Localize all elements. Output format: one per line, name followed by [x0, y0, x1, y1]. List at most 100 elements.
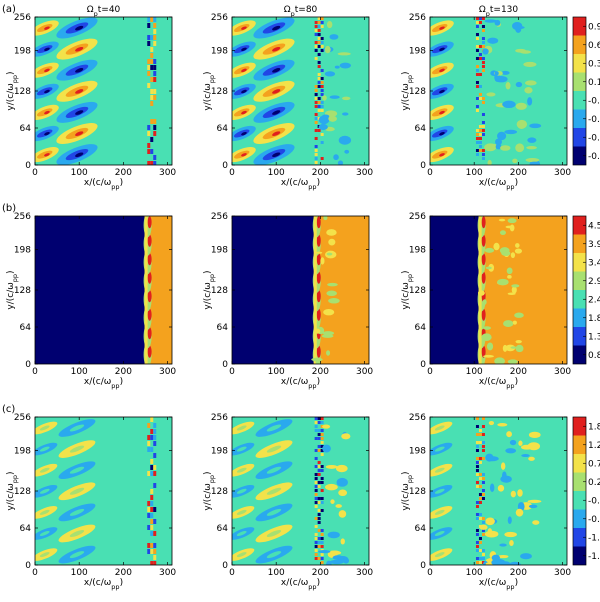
eddy-core [75, 152, 84, 158]
colorbar-tick-label: 0.39 [588, 59, 600, 69]
eddy-core [44, 89, 50, 94]
colorbar-segment [573, 216, 586, 235]
turbulence-patch [528, 431, 541, 438]
shock-cell [478, 133, 482, 136]
shock-cell [150, 543, 154, 548]
shock-cell [153, 549, 157, 554]
y-tick-label: 64 [415, 524, 427, 534]
eddy-mid [69, 424, 85, 432]
shock-cell [150, 489, 154, 494]
shock-front [144, 216, 148, 364]
shock-peak [316, 216, 321, 229]
shock-cell [320, 429, 324, 432]
density-patch [326, 252, 333, 256]
density-patch [477, 290, 485, 296]
shock-cell [320, 17, 324, 20]
eddy-core [75, 89, 84, 94]
shock-cell [317, 449, 321, 452]
shock-cell [314, 45, 318, 48]
shock-cell [314, 465, 318, 468]
turbulence-patch [529, 161, 539, 165]
turbulence-patch [487, 159, 492, 165]
shock-cell [481, 57, 485, 60]
turbulence-patch [525, 80, 537, 86]
eddy-core [44, 131, 50, 136]
density-patch [326, 290, 337, 296]
shock-cell [314, 97, 318, 100]
shock-cell [153, 71, 157, 76]
turbulence-patch [523, 61, 537, 67]
row-label: (b) [2, 203, 16, 214]
colorbar-tick-label: -1.29 [588, 533, 600, 543]
plot-area [232, 417, 369, 565]
shock-cell [314, 161, 318, 164]
turbulence-patch [488, 420, 495, 426]
y-tick-label: 256 [409, 13, 426, 23]
shock-cell [475, 505, 479, 508]
x-tick-label: 200 [115, 367, 132, 377]
turbulence-patch [332, 555, 344, 560]
shock-cell [475, 45, 479, 48]
turbulence-patch [527, 442, 541, 451]
turbulence-patch [512, 22, 523, 31]
x-axis-label: x/(c/ωpp) [281, 377, 320, 390]
heatmap-panel: 0 100 200 300 0 64 128 198 256 x/(c/ωpp) y/(c/ωpp) [203, 413, 373, 591]
shock-peak [147, 271, 152, 284]
x-tick-label: 200 [312, 367, 329, 377]
shock-cell [147, 59, 151, 64]
turbulence-patch [486, 92, 496, 97]
shock-peak [147, 327, 152, 340]
colorbar-frame [572, 215, 587, 365]
turbulence-patch [500, 145, 511, 151]
turbulence-patch [504, 531, 517, 538]
shock-cell [320, 441, 324, 444]
plot-area [232, 216, 369, 364]
shock-cell [478, 45, 482, 48]
shock-cell [314, 49, 318, 52]
shock-cell [475, 17, 479, 20]
eddy-mid [39, 488, 50, 494]
shock-front [478, 216, 482, 364]
shock-cell [481, 149, 485, 152]
shock-cell [150, 65, 154, 70]
eddy-core [439, 131, 445, 136]
shock-cell [150, 417, 154, 422]
shock-cell [475, 57, 479, 60]
y-tick-label: 64 [20, 124, 32, 134]
shock-cell [314, 117, 318, 120]
shock-cell [481, 41, 485, 44]
colorbar-segment [573, 128, 586, 147]
turbulence-patch [494, 75, 508, 83]
shock-cell [320, 437, 324, 440]
shock-cell [481, 37, 485, 40]
shock-cell [150, 17, 154, 22]
turbulence-patch [491, 554, 501, 561]
shock-cell [153, 41, 157, 46]
eddy-mid [236, 552, 247, 558]
shock-cell [317, 17, 321, 20]
density-patch [484, 247, 495, 253]
x-axis-label: x/(c/ωpp) [84, 178, 123, 191]
eddy-core [272, 152, 281, 158]
shock-cell [317, 73, 321, 76]
heatmap-panel: 0 100 200 300 0 64 128 198 256 x/(c/ωpp) y/(c/ωpp) [401, 413, 571, 591]
y-tick-label: 128 [211, 286, 228, 296]
shock-cell [475, 473, 479, 476]
shock-peak [481, 234, 486, 247]
turbulence-patch [505, 82, 511, 90]
turbulence-patch [337, 52, 351, 56]
shock-cell [475, 465, 479, 468]
turbulence-patch [338, 489, 348, 497]
y-axis-label: y/(c/ωpp) [6, 471, 19, 510]
upstream-region [430, 216, 479, 364]
y-tick-label: 198 [211, 47, 228, 57]
shock-cell [150, 471, 154, 476]
eddy-mid [266, 508, 282, 516]
colorbar-segment [573, 35, 586, 54]
shock-cell [475, 25, 479, 28]
shock-front [313, 216, 317, 364]
shock-cell [153, 77, 157, 82]
shock-cell [481, 449, 485, 452]
shock-cell [317, 545, 321, 548]
colorbar-tick-label: -1.80 [588, 552, 600, 562]
